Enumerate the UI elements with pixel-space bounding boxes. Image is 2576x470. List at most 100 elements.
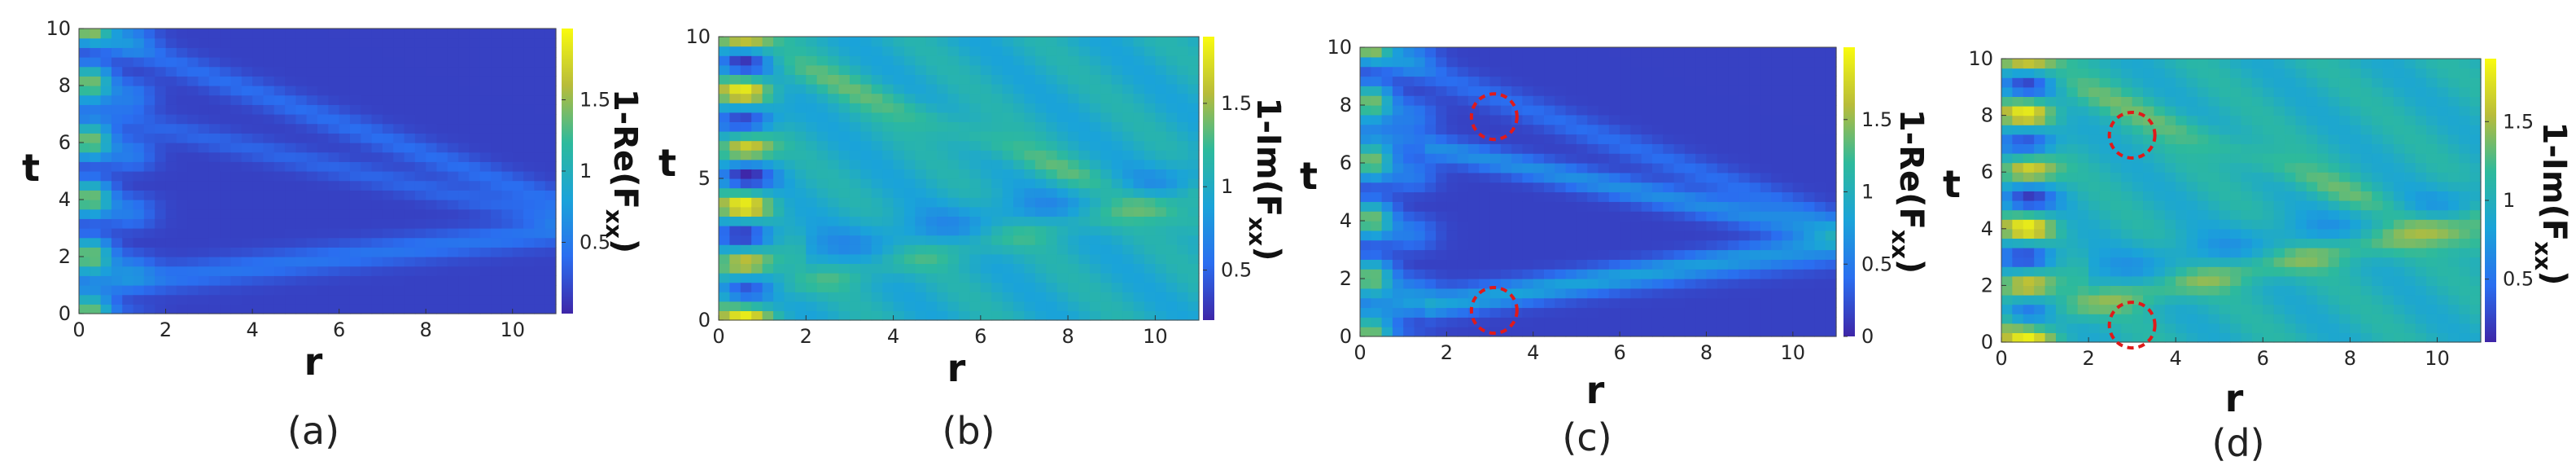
heatmap-cell bbox=[122, 29, 134, 39]
heatmap-cell bbox=[1673, 76, 1686, 86]
heatmap-cell bbox=[1760, 56, 1772, 68]
heatmap-cell bbox=[241, 275, 253, 286]
heatmap-cell bbox=[806, 244, 818, 255]
heatmap-cell bbox=[2012, 200, 2024, 211]
heatmap-cell bbox=[2132, 134, 2144, 144]
heatmap-cell bbox=[349, 257, 361, 267]
heatmap-cell bbox=[2176, 257, 2188, 267]
heatmap-cell bbox=[1436, 230, 1447, 241]
heatmap-cell bbox=[729, 93, 741, 103]
heatmap-cell bbox=[1544, 47, 1555, 58]
heatmap-cell bbox=[1500, 191, 1512, 202]
heatmap-cell bbox=[1467, 201, 1480, 212]
heatmap-cell bbox=[1414, 297, 1426, 309]
heatmap-cell bbox=[2251, 106, 2263, 116]
heatmap-cell bbox=[980, 150, 992, 160]
heatmap-cell bbox=[545, 161, 557, 172]
heatmap-cell bbox=[447, 237, 459, 248]
heatmap-cell bbox=[1620, 66, 1631, 77]
heatmap-cell bbox=[1663, 279, 1675, 289]
heatmap-cell bbox=[1089, 235, 1101, 245]
heatmap-cell bbox=[187, 285, 199, 296]
heatmap-cell bbox=[1024, 273, 1036, 283]
heatmap-cell bbox=[458, 76, 470, 86]
heatmap-cell bbox=[523, 228, 535, 239]
heatmap-cell bbox=[1706, 95, 1718, 106]
heatmap-cell bbox=[806, 84, 818, 94]
heatmap-cell bbox=[893, 178, 905, 189]
heatmap-cell bbox=[1177, 64, 1189, 75]
heatmap-cell bbox=[371, 266, 383, 276]
heatmap-cell bbox=[1002, 121, 1014, 132]
heatmap-cell bbox=[1598, 201, 1610, 212]
heatmap-cell bbox=[1133, 197, 1145, 208]
heatmap-cell bbox=[2241, 153, 2253, 164]
heatmap-cell bbox=[1587, 182, 1599, 193]
heatmap-cell bbox=[1078, 273, 1091, 283]
heatmap-cell bbox=[729, 103, 741, 113]
heatmap-cell bbox=[241, 143, 253, 153]
heatmap-cell bbox=[1034, 37, 1047, 47]
heatmap-cell bbox=[860, 93, 873, 103]
heatmap-cell bbox=[501, 294, 514, 305]
heatmap-cell bbox=[1555, 66, 1567, 77]
heatmap-cell bbox=[1489, 76, 1502, 86]
heatmap-cell bbox=[1760, 153, 1772, 164]
heatmap-cell bbox=[2077, 134, 2089, 144]
heatmap-cell bbox=[1760, 172, 1772, 183]
heatmap-cell bbox=[2055, 257, 2067, 267]
heatmap-cell bbox=[1002, 301, 1014, 311]
y-tick-label: 4 bbox=[59, 188, 71, 211]
heatmap-cell bbox=[1749, 114, 1761, 125]
heatmap-cell bbox=[2328, 332, 2340, 343]
heatmap-cell bbox=[1651, 114, 1664, 125]
heatmap-cell bbox=[991, 187, 1004, 198]
heatmap-cell bbox=[740, 93, 752, 103]
heatmap-cell bbox=[2285, 86, 2297, 97]
heatmap-cell bbox=[1100, 253, 1113, 264]
heatmap-cell bbox=[806, 93, 818, 103]
heatmap-cell bbox=[1792, 134, 1804, 144]
heatmap-cell bbox=[230, 29, 243, 39]
heatmap-cell bbox=[1360, 163, 1371, 174]
heatmap-cell bbox=[155, 180, 167, 191]
heatmap-cell bbox=[2045, 200, 2057, 211]
heatmap-cell bbox=[903, 206, 916, 217]
heatmap-cell bbox=[436, 161, 448, 172]
heatmap-cell bbox=[915, 263, 927, 274]
heatmap-cell bbox=[2088, 115, 2101, 125]
heatmap-cell bbox=[2110, 172, 2122, 182]
heatmap-cell bbox=[1728, 279, 1739, 289]
heatmap-cell bbox=[155, 275, 167, 286]
heatmap-cell bbox=[1738, 327, 1751, 337]
heatmap-cell bbox=[762, 310, 774, 321]
heatmap-cell bbox=[2164, 77, 2176, 88]
heatmap-cell bbox=[1771, 288, 1783, 299]
heatmap-cell bbox=[111, 190, 123, 200]
heatmap-cell bbox=[426, 104, 438, 115]
heatmap-cell bbox=[339, 209, 351, 219]
heatmap-cell bbox=[1424, 182, 1437, 193]
heatmap-cell bbox=[915, 46, 927, 56]
heatmap-cell bbox=[512, 218, 524, 229]
heatmap-cell bbox=[893, 169, 905, 179]
heatmap-cell bbox=[545, 66, 557, 77]
heatmap-cell bbox=[1034, 244, 1047, 255]
heatmap-cell bbox=[2251, 59, 2263, 69]
heatmap-cell bbox=[871, 263, 883, 274]
heatmap-cell bbox=[937, 301, 949, 311]
heatmap-cell bbox=[361, 285, 373, 296]
heatmap-cell bbox=[1641, 86, 1653, 96]
heatmap-cell bbox=[339, 86, 351, 96]
heatmap-cell bbox=[1598, 239, 1610, 251]
heatmap-cell bbox=[1467, 182, 1480, 193]
heatmap-cell bbox=[2121, 238, 2133, 248]
heatmap-cell bbox=[1576, 239, 1588, 251]
heatmap-cell bbox=[2143, 238, 2155, 248]
heatmap-cell bbox=[1555, 86, 1567, 96]
heatmap-cell bbox=[2208, 275, 2220, 286]
heatmap-cell bbox=[1630, 76, 1642, 86]
heatmap-cell bbox=[1436, 105, 1447, 116]
heatmap-cell bbox=[719, 253, 731, 264]
heatmap-cell bbox=[1663, 66, 1675, 77]
